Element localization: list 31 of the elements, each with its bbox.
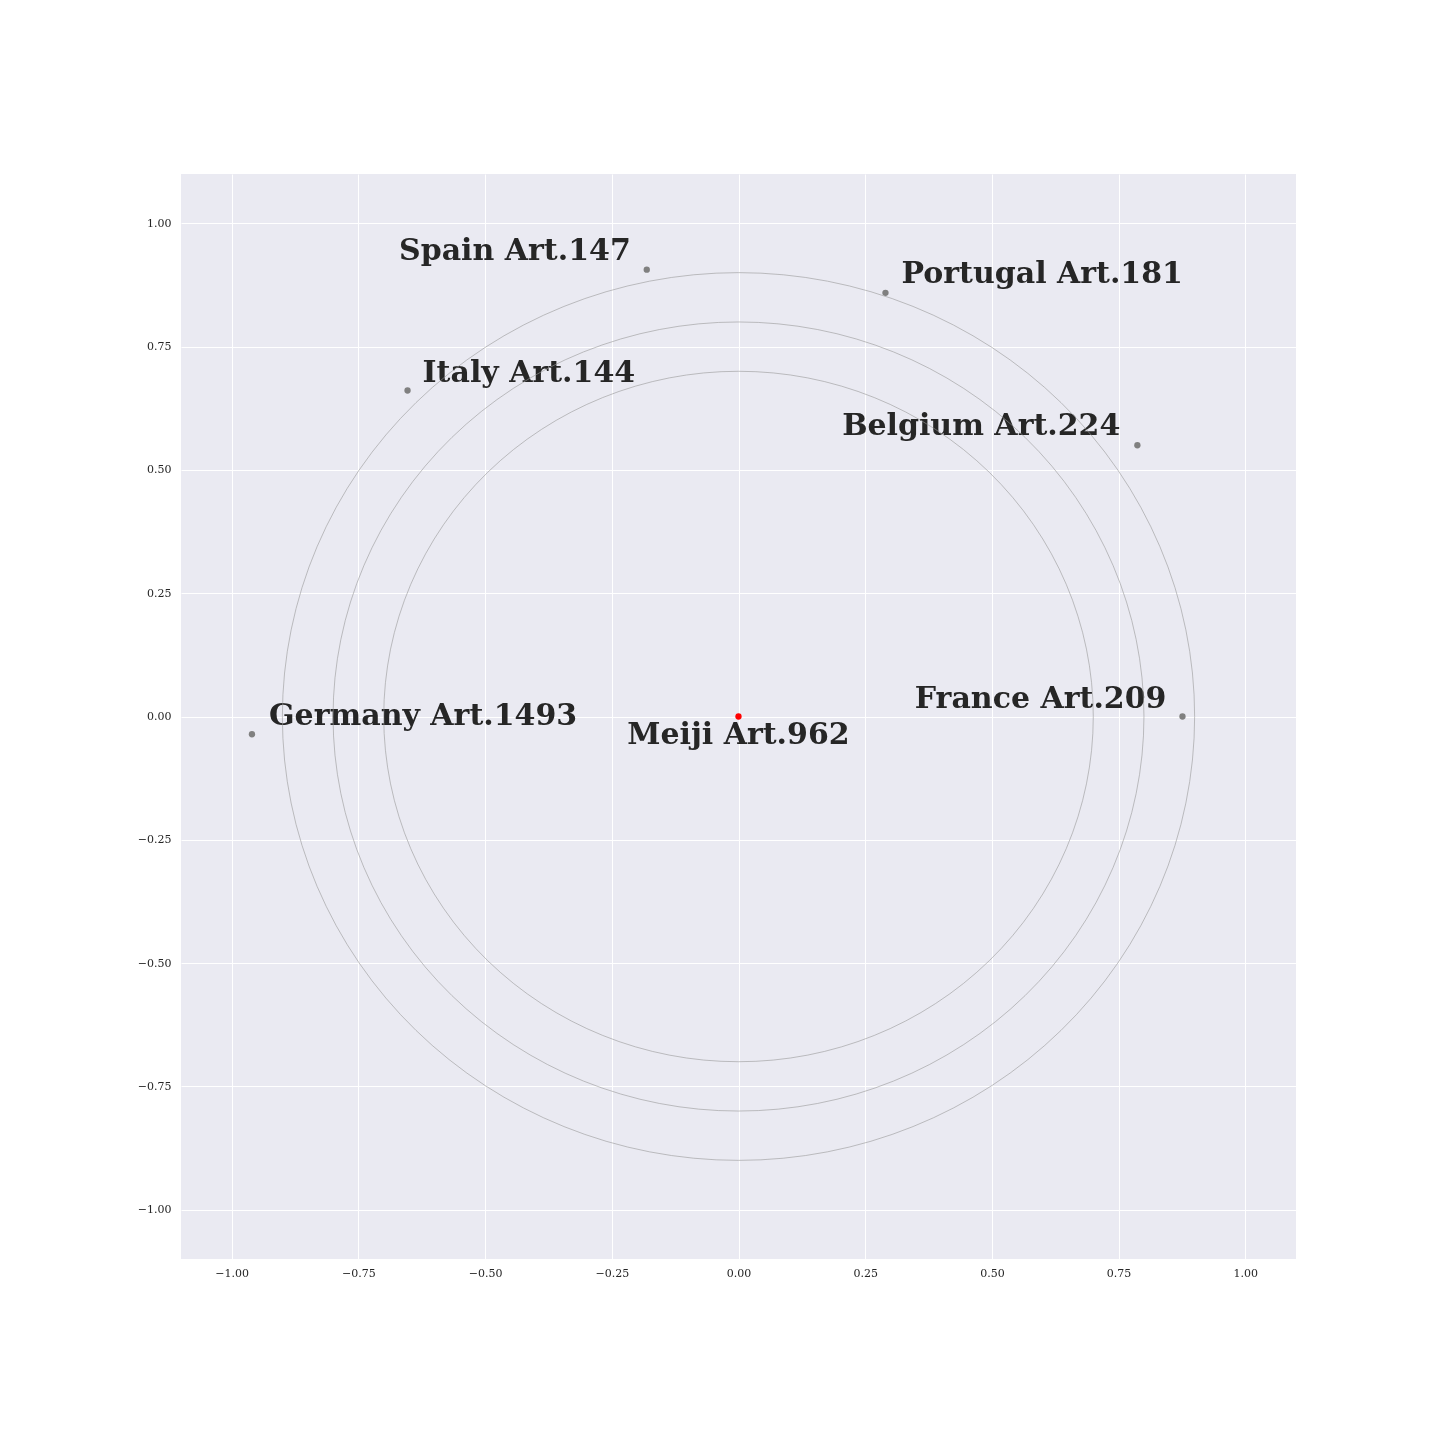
x-tick-label: 0.75 [1106,1266,1132,1280]
x-tick-label: 0.50 [980,1266,1005,1280]
annotation: Germany Art.1493 [268,697,578,733]
x-tick-label: −1.00 [215,1266,250,1280]
point [882,289,889,297]
annotation: Meiji Art.962 [627,715,850,751]
annotation: France Art.209 [914,679,1167,715]
x-tick-label: 1.00 [1233,1266,1259,1280]
point [643,266,650,273]
x-tick-label: 0.00 [726,1266,752,1280]
y-tick-label: 0.50 [147,463,172,477]
y-tick-label: 0.75 [147,340,172,354]
annotation: Portugal Art.181 [901,254,1183,290]
y-tick-label: −1.00 [137,1203,172,1217]
point [248,731,256,738]
y-tick-label: 0.00 [147,710,172,723]
x-tick-label: −0.50 [468,1266,503,1280]
annotation: Spain Art.147 [399,231,631,267]
point [1134,442,1141,449]
x-tick-label: −0.25 [595,1266,630,1280]
annotation: Italy Art.144 [422,353,636,389]
y-tick-label: 1.00 [147,216,172,230]
y-tick-label: −0.25 [137,833,172,847]
y-tick-label: −0.75 [137,1079,172,1093]
y-tick-label: 0.25 [147,586,172,600]
x-tick-label: 0.25 [853,1266,878,1280]
point [404,387,411,394]
annotation: Belgium Art.224 [842,407,1121,443]
point [1179,713,1186,720]
x-tick-label: −0.75 [342,1266,376,1280]
y-tick-label: −0.50 [137,956,172,970]
